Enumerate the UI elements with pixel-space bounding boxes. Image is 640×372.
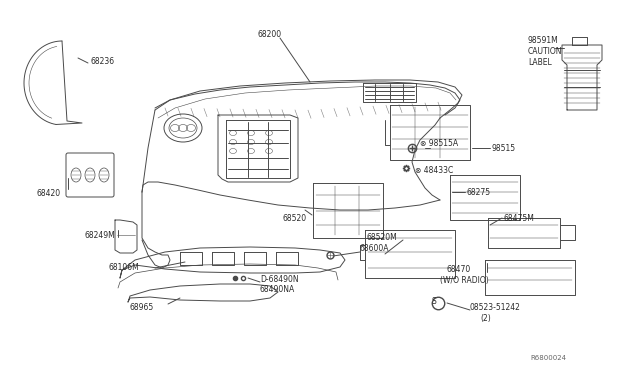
Text: D-68490N: D-68490N [260, 276, 299, 285]
Text: R6800024: R6800024 [530, 355, 566, 361]
Text: 68275: 68275 [467, 187, 491, 196]
Text: 68420: 68420 [36, 189, 60, 198]
Text: ⊗ 98515A: ⊗ 98515A [420, 138, 458, 148]
Text: 68475M: 68475M [504, 214, 535, 222]
Text: 68520M: 68520M [367, 232, 397, 241]
Text: 98515: 98515 [492, 144, 516, 153]
Text: 68490NA: 68490NA [260, 285, 295, 295]
Text: LABEL: LABEL [528, 58, 552, 67]
Text: 68600A: 68600A [360, 244, 390, 253]
Text: 68106M: 68106M [108, 263, 139, 273]
Text: CAUTION: CAUTION [528, 46, 563, 55]
Text: 68520: 68520 [283, 214, 307, 222]
Text: (2): (2) [480, 314, 491, 323]
Text: 68236: 68236 [90, 57, 114, 65]
Text: 68965: 68965 [130, 304, 154, 312]
Text: S: S [432, 296, 436, 305]
Text: 98591M: 98591M [528, 35, 559, 45]
Text: (W/O RADIO): (W/O RADIO) [440, 276, 489, 285]
Text: 68249M: 68249M [84, 231, 115, 240]
Text: 68200: 68200 [258, 29, 282, 38]
Text: 08523-51242: 08523-51242 [470, 304, 521, 312]
Text: ⊗ 48433C: ⊗ 48433C [415, 166, 453, 174]
Text: 68470: 68470 [447, 266, 471, 275]
